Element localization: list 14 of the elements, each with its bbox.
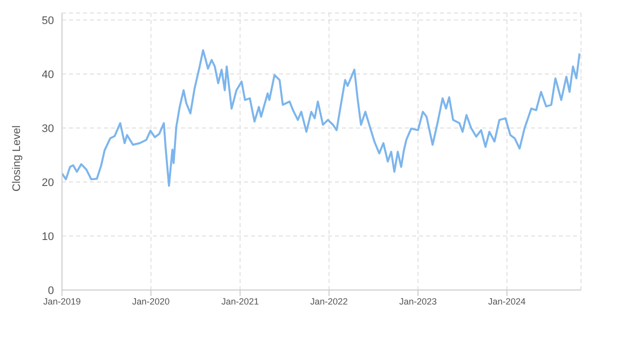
y-tick-label: 0 <box>48 284 54 297</box>
y-tick-label: 30 <box>42 122 54 135</box>
x-tick-label: Jan-2019 <box>43 296 81 306</box>
x-tick-label: Jan-2024 <box>488 296 526 306</box>
x-tick-label: Jan-2023 <box>399 296 437 306</box>
y-axis-title: Closing Level <box>10 125 23 192</box>
y-tick-label: 20 <box>42 176 54 189</box>
x-tick-label: Jan-2020 <box>132 296 170 306</box>
line-series <box>62 49 581 187</box>
y-tick-label: 10 <box>42 230 54 243</box>
x-tick-label: Jan-2021 <box>221 296 259 306</box>
x-tick-label: Jan-2022 <box>310 296 348 306</box>
y-tick-label: 40 <box>42 68 54 81</box>
y-tick-label: 50 <box>42 14 54 27</box>
